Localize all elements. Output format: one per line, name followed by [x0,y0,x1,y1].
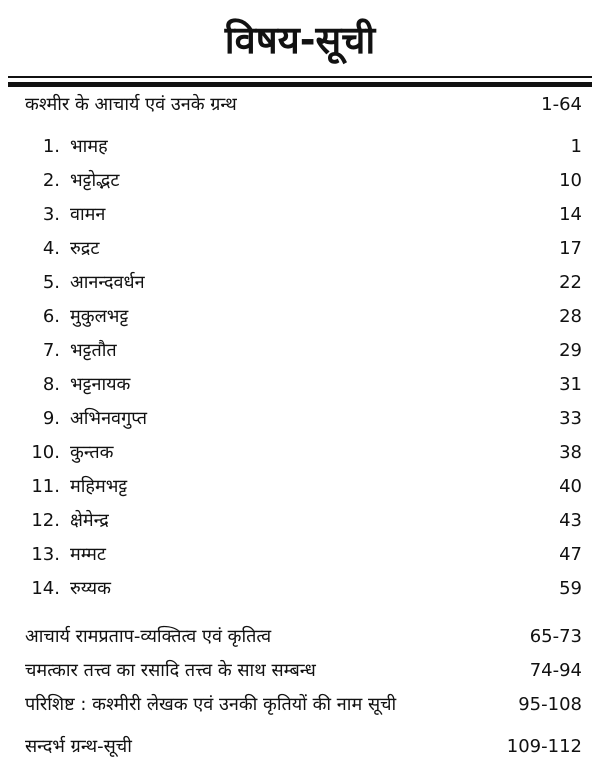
toc-item-label: रुय्यक [70,578,111,599]
toc-item-label: रुद्रट [70,238,100,259]
toc-page: 65-73 [529,626,582,647]
toc-page: 95-108 [518,694,582,715]
toc-item-label: अभिनवगुप्त [70,408,148,429]
toc-label: सन्दर्भ ग्रन्थ-सूची [25,736,132,757]
toc-page: 74-94 [529,660,582,681]
toc-item-num: 11. [31,476,60,497]
toc-page: 1-64 [541,94,582,115]
toc-item-page: 28 [559,306,582,327]
toc-item-label: भामह [70,136,108,157]
toc-item-num: 4. [42,238,60,259]
toc-item[interactable]: 11. महिमभट्ट 40 [0,470,600,504]
toc-label: आचार्य रामप्रताप-व्यक्तित्व एवं कृतित्व [25,626,272,647]
toc-item[interactable]: 1. भामह 1 [0,130,600,164]
toc-section[interactable]: आचार्य रामप्रताप-व्यक्तित्व एवं कृतित्व … [0,620,600,654]
toc-item-page: 1 [570,136,582,157]
toc-item-page: 14 [559,204,582,225]
toc-section[interactable]: सन्दर्भ ग्रन्थ-सूची 109-112 [0,730,600,764]
divider-thick [8,82,592,87]
toc-item[interactable]: 6. मुकुलभट्ट 28 [0,300,600,334]
toc-item-num: 14. [31,578,60,599]
divider-thin [8,76,592,78]
toc-item-page: 10 [559,170,582,191]
toc-item-page: 38 [559,442,582,463]
toc-item-page: 47 [559,544,582,565]
toc-item-label: भट्टोद्भट [70,170,120,191]
toc-item-num: 5. [42,272,60,293]
toc-item[interactable]: 10. कुन्तक 38 [0,436,600,470]
toc-item[interactable]: 8. भट्टनायक 31 [0,368,600,402]
toc-item-page: 40 [559,476,582,497]
toc-item-num: 10. [31,442,60,463]
toc-item-page: 22 [559,272,582,293]
toc-item[interactable]: 12. क्षेमेन्द्र 43 [0,504,600,538]
toc-item-label: भट्टतौत [70,340,117,361]
toc-item-label: कुन्तक [70,442,114,463]
toc-item[interactable]: 4. रुद्रट 17 [0,232,600,266]
toc-item[interactable]: 14. रुय्यक 59 [0,572,600,606]
toc-item-num: 3. [42,204,60,225]
toc-section[interactable]: कश्मीर के आचार्य एवं उनके ग्रन्थ 1-64 [0,88,600,122]
toc-item-page: 31 [559,374,582,395]
toc-item[interactable]: 3. वामन 14 [0,198,600,232]
toc-item[interactable]: 5. आनन्दवर्धन 22 [0,266,600,300]
toc-item-num: 2. [42,170,60,191]
toc-item-page: 29 [559,340,582,361]
toc-label: परिशिष्ट : कश्मीरी लेखक एवं उनकी कृतियों… [25,694,397,715]
toc-item-page: 33 [559,408,582,429]
toc-label: कश्मीर के आचार्य एवं उनके ग्रन्थ [25,94,237,115]
page-title: विषय-सूची [224,18,376,62]
toc-item-label: भट्टनायक [70,374,131,395]
toc-item-label: वामन [70,204,106,225]
toc-item-page: 59 [559,578,582,599]
toc-item[interactable]: 2. भट्टोद्भट 10 [0,164,600,198]
table-of-contents: कश्मीर के आचार्य एवं उनके ग्रन्थ 1-64 1.… [0,88,600,764]
toc-item-num: 1. [42,136,60,157]
toc-section[interactable]: चमत्कार तत्त्व का रसादि तत्त्व के साथ सम… [0,654,600,688]
toc-item-label: महिमभट्ट [70,476,128,497]
toc-item-num: 6. [42,306,60,327]
toc-item[interactable]: 7. भट्टतौत 29 [0,334,600,368]
toc-item-label: मुकुलभट्ट [70,306,129,327]
toc-section[interactable]: परिशिष्ट : कश्मीरी लेखक एवं उनकी कृतियों… [0,688,600,722]
toc-item-label: आनन्दवर्धन [70,272,145,293]
toc-item-label: मम्मट [70,544,106,565]
toc-item-num: 13. [31,544,60,565]
toc-page: 109-112 [506,736,582,757]
toc-item-num: 12. [31,510,60,531]
toc-item-num: 7. [42,340,60,361]
toc-item[interactable]: 13. मम्मट 47 [0,538,600,572]
toc-item[interactable]: 9. अभिनवगुप्त 33 [0,402,600,436]
toc-item-label: क्षेमेन्द्र [70,510,109,531]
toc-item-num: 9. [42,408,60,429]
toc-item-page: 17 [559,238,582,259]
toc-item-num: 8. [42,374,60,395]
toc-label: चमत्कार तत्त्व का रसादि तत्त्व के साथ सम… [25,660,316,681]
toc-item-page: 43 [559,510,582,531]
